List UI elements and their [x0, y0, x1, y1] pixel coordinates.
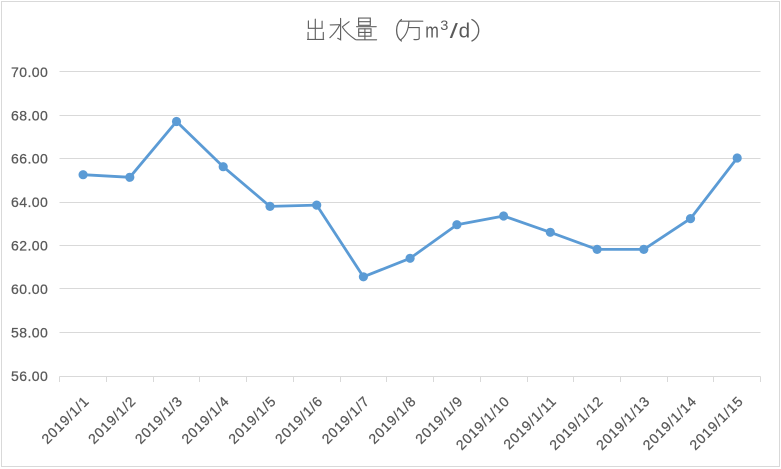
- svg-text:56.00: 56.00: [11, 368, 48, 384]
- svg-text:68.00: 68.00: [11, 107, 48, 123]
- svg-text:/: /: [450, 21, 459, 43]
- svg-text:d: d: [459, 20, 471, 42]
- svg-text:64.00: 64.00: [11, 194, 48, 210]
- svg-text:58.00: 58.00: [11, 325, 48, 341]
- svg-text:60.00: 60.00: [11, 281, 48, 297]
- svg-text:62.00: 62.00: [11, 238, 48, 254]
- svg-text:3: 3: [440, 17, 448, 33]
- svg-text:m: m: [425, 20, 439, 42]
- svg-text:70.00: 70.00: [11, 64, 48, 80]
- svg-text:66.00: 66.00: [11, 151, 48, 167]
